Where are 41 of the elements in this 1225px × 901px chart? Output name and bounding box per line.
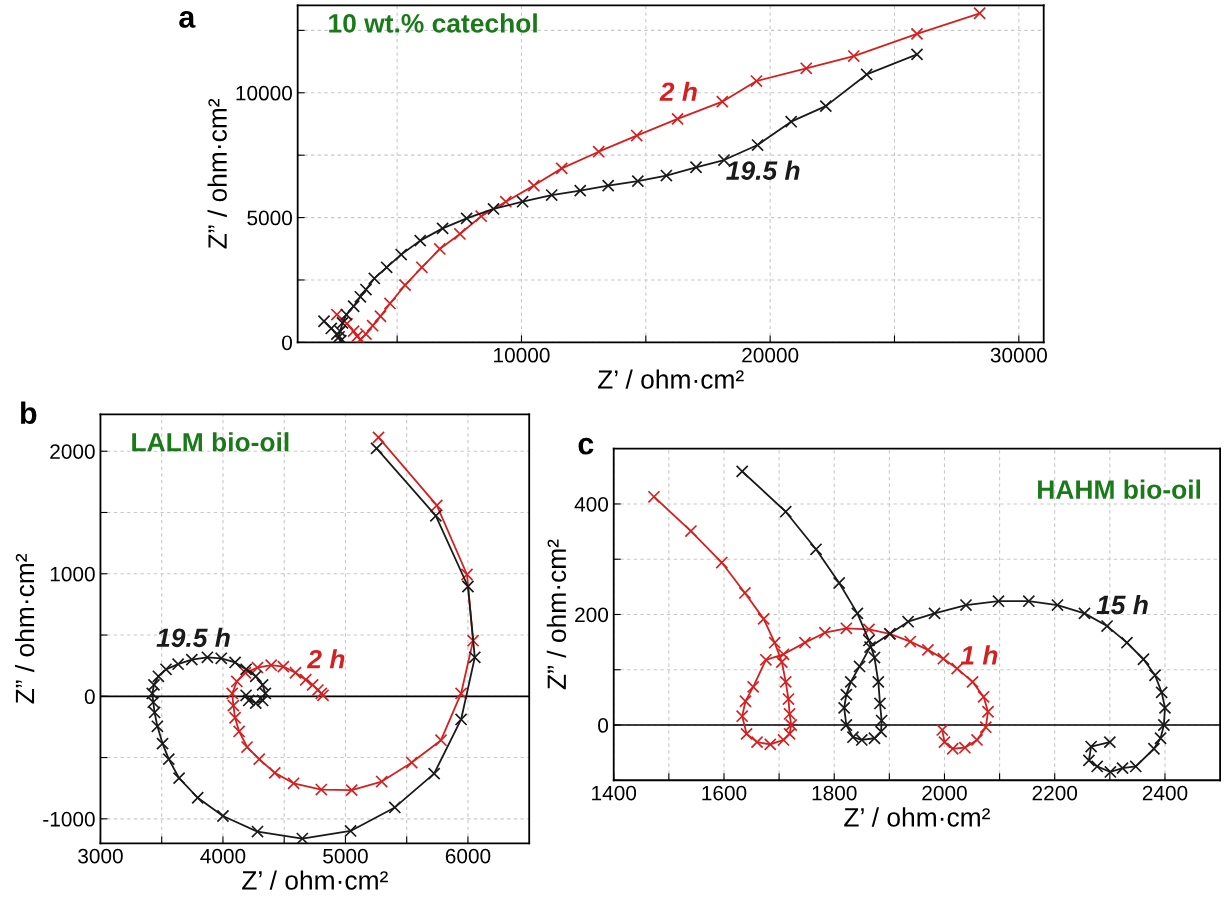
- y-tick-label: 200: [575, 607, 609, 623]
- x-tick-label: 2200: [1032, 785, 1078, 801]
- chart-title: c: [578, 437, 594, 455]
- series-label: 19.5 h: [726, 160, 800, 180]
- series-label: 1 h: [960, 645, 998, 665]
- y-tick-label: 0: [84, 689, 95, 705]
- series-label: 2 h: [659, 81, 697, 101]
- x-axis-title: Z’ / ohm·cm²: [242, 870, 388, 890]
- x-tick-label: 1800: [812, 785, 857, 801]
- annotation: LALM bio-oil: [132, 432, 289, 452]
- y-tick-label: 400: [574, 496, 609, 512]
- y-axis-title: Z” / ohm·cm²: [207, 98, 227, 249]
- y-tick-label: -1000: [43, 811, 95, 827]
- y-tick-label: 0: [282, 335, 292, 351]
- y-tick-label: 10000: [236, 85, 292, 101]
- x-tick-label: 5000: [323, 848, 368, 864]
- annotation: HAHM bio-oil: [1038, 479, 1201, 499]
- x-tick-label: 2000: [922, 785, 967, 801]
- x-tick-label: 20000: [742, 347, 799, 363]
- x-axis-title: Z’ / ohm·cm²: [597, 369, 744, 389]
- y-tick-label: 0: [598, 718, 609, 733]
- y-tick-label: 5000: [247, 210, 292, 226]
- series-label: 2 h: [306, 649, 345, 669]
- x-tick-label: 2400: [1142, 785, 1188, 801]
- series-label: 15 h: [1096, 594, 1148, 615]
- chart-title: b: [21, 401, 37, 425]
- y-axis-title: Z” / ohm·cm²: [14, 553, 35, 704]
- x-tick-label: 3000: [78, 848, 123, 864]
- annotation: 10 wt.% catechol: [329, 13, 537, 33]
- y-tick-label: 1000: [50, 566, 95, 582]
- x-tick-label: 6000: [445, 848, 491, 864]
- x-axis-title: Z’ / ohm·cm²: [844, 807, 990, 827]
- chart-title: a: [179, 11, 196, 28]
- y-tick-label: 2000: [50, 444, 95, 459]
- y-axis-title: Z” / ohm·cm²: [546, 539, 567, 690]
- x-tick-label: 30000: [990, 347, 1047, 363]
- x-tick-label: 1400: [592, 785, 637, 801]
- series-label: 19.5 h: [156, 627, 230, 648]
- x-tick-label: 1600: [702, 785, 747, 801]
- x-tick-label: 4000: [200, 848, 246, 864]
- x-tick-label: 10000: [494, 347, 550, 363]
